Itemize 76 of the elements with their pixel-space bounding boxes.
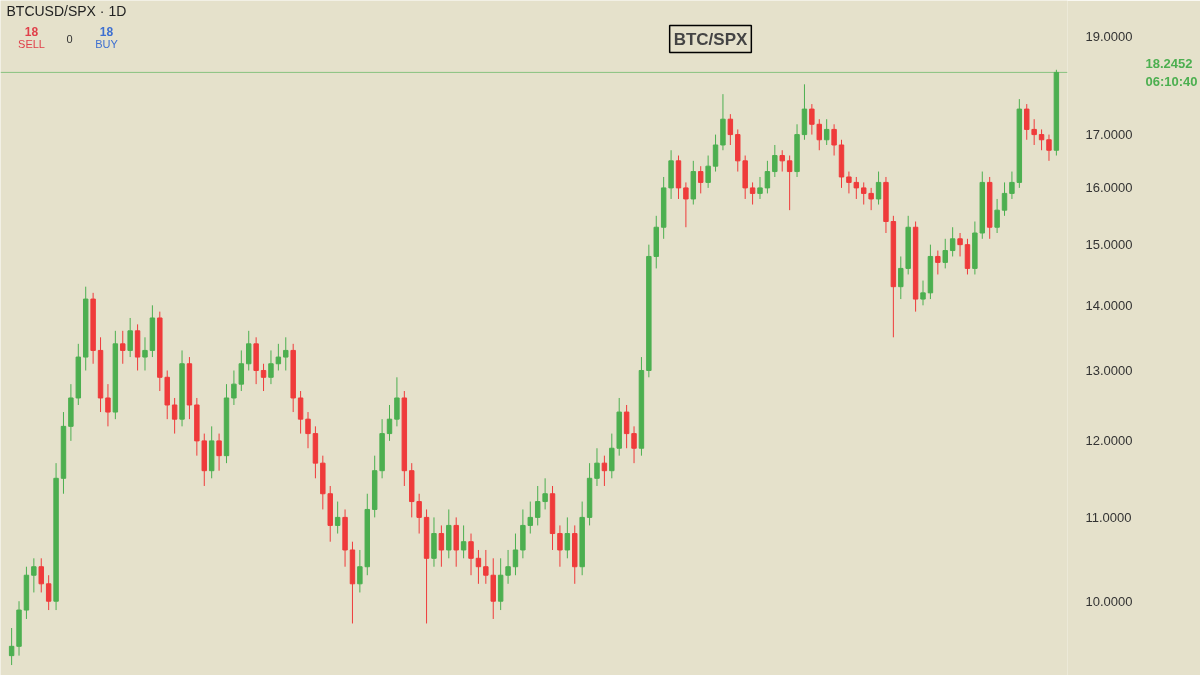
candlestick [512, 533, 519, 576]
candlestick [749, 181, 756, 206]
candlestick [557, 524, 563, 568]
candlestick [127, 317, 133, 358]
candlestick [712, 134, 719, 173]
candlestick [823, 118, 830, 146]
candlestick [231, 369, 237, 406]
candlestick [394, 376, 400, 427]
annotation: BTCUSD/SPX · 1D [6, 2, 127, 19]
candlestick [483, 549, 489, 585]
annotation: 0 [66, 32, 73, 45]
y-tick-label: 15.0000 [1085, 237, 1133, 253]
candlestick [831, 123, 837, 157]
candlestick [949, 226, 956, 257]
y-tick-label: 13.0000 [1085, 362, 1133, 378]
ref-line-label: 18.2452 [1145, 55, 1193, 71]
candlestick [216, 433, 222, 472]
candlestick [334, 501, 341, 535]
candlestick [772, 144, 778, 178]
y-tick-label: 17.0000 [1085, 127, 1133, 143]
candlestick [460, 524, 467, 559]
candlestick [964, 238, 971, 275]
candlestick [623, 404, 630, 449]
candlestick [1009, 171, 1015, 200]
candlestick [1001, 181, 1008, 217]
candlestick [38, 557, 44, 593]
y-tick-label: 12.0000 [1085, 433, 1133, 449]
candlestick [142, 336, 148, 371]
candlestick [920, 280, 926, 306]
y-tick-label: 14.0000 [1085, 297, 1133, 313]
candlestick [705, 155, 711, 189]
annotation: 18 [99, 24, 114, 39]
candlestick [246, 330, 252, 371]
candlestick [238, 349, 245, 392]
candlestick [564, 516, 571, 559]
candlestick [297, 390, 304, 435]
candlestick [994, 198, 1000, 234]
candlestick [283, 336, 289, 371]
candlestick [305, 411, 311, 449]
candlestick [601, 455, 608, 487]
candlestick [942, 238, 948, 269]
candlestick [957, 232, 963, 257]
candlestick [1046, 134, 1052, 162]
candlestick [45, 574, 52, 611]
annotation: SELL [18, 37, 45, 50]
candlestick [757, 176, 763, 200]
y-tick-label: 19.0000 [1085, 29, 1133, 45]
candlestick [438, 524, 445, 568]
candlestick [8, 627, 15, 666]
candlestick [468, 533, 474, 576]
candlestick [764, 160, 771, 194]
candlestick [120, 330, 126, 365]
candlestick [386, 404, 393, 442]
candlestick [105, 383, 111, 427]
candlestick [1038, 128, 1045, 151]
candlestick [875, 171, 882, 206]
annotation: BUY [95, 37, 119, 50]
candlestick [779, 149, 785, 173]
candlestick [594, 447, 600, 487]
candlestick [698, 165, 704, 194]
candlestick [609, 433, 615, 479]
candlestick [631, 425, 637, 464]
candlestick [171, 397, 178, 435]
annotation: 18 [24, 24, 39, 39]
y-tick-label: 16.0000 [1085, 180, 1133, 196]
candlestick [935, 250, 941, 275]
text: 06:10:40 [1145, 73, 1198, 89]
text: BTC/SPX [673, 29, 748, 49]
candlestick [786, 155, 793, 211]
candlestick [683, 181, 689, 228]
candlestick [31, 557, 37, 593]
candlestick [260, 363, 267, 392]
candlestick [475, 549, 482, 585]
y-tick-label: 10.0000 [1085, 593, 1133, 609]
candlestick [727, 113, 734, 146]
y-tick-label: 11.0000 [1085, 509, 1132, 525]
